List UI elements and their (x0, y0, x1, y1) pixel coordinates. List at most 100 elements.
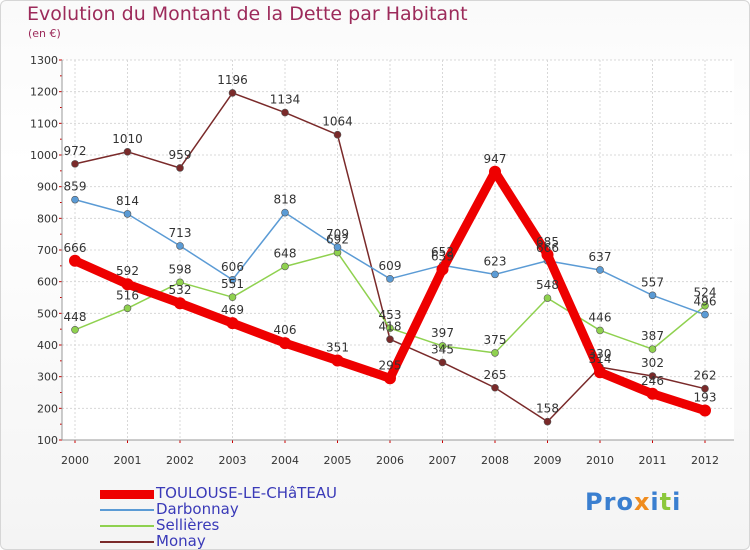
data-label: 709 (326, 227, 349, 241)
data-label: 295 (379, 358, 402, 372)
x-tick-label: 2000 (61, 454, 89, 467)
x-tick-label: 2012 (691, 454, 719, 467)
data-point (543, 294, 552, 302)
y-tick-label: 100 (37, 434, 58, 447)
data-point (701, 384, 709, 393)
data-point (436, 263, 449, 276)
data-label: 713 (169, 226, 192, 240)
data-label: 446 (589, 310, 612, 324)
data-label: 814 (116, 194, 139, 208)
data-label: 1010 (112, 132, 143, 146)
x-tick-label: 2010 (586, 454, 614, 467)
data-point (438, 342, 447, 350)
data-point (384, 372, 396, 385)
y-tick-label: 300 (37, 371, 58, 384)
data-label: 598 (169, 262, 192, 276)
data-label: 959 (169, 148, 192, 162)
data-point (543, 417, 552, 426)
data-point (648, 291, 657, 300)
data-label: 548 (536, 278, 559, 292)
logo-letter: P (585, 488, 604, 516)
series-layer (69, 89, 711, 426)
data-label: 648 (274, 246, 297, 260)
x-tick-label: 2009 (534, 454, 562, 467)
data-label: 524 (694, 286, 717, 300)
x-tick-label: 2004 (271, 454, 299, 467)
data-point (701, 310, 709, 319)
data-label: 551 (221, 277, 244, 291)
data-point (333, 243, 342, 251)
data-label: 592 (116, 264, 139, 278)
logo-letter: i (672, 488, 682, 516)
data-point (174, 297, 186, 310)
data-label: 557 (641, 275, 664, 289)
y-tick-label: 1000 (30, 149, 58, 162)
data-point (281, 262, 289, 271)
x-tick-label: 2011 (639, 454, 667, 467)
data-label: 859 (64, 180, 87, 194)
data-label: 532 (169, 283, 192, 297)
data-point (596, 326, 604, 335)
proxiti-logo: Proxiti (585, 488, 681, 516)
data-point (386, 335, 394, 344)
legend-swatch (100, 509, 154, 511)
data-point (176, 242, 184, 250)
x-tick-label: 2007 (429, 454, 457, 467)
data-point (491, 349, 499, 357)
y-tick-label: 200 (37, 402, 58, 415)
data-label: 652 (431, 245, 454, 259)
logo-letter: r (603, 488, 617, 516)
y-tick-label: 600 (37, 276, 58, 289)
data-point (491, 383, 499, 392)
data-label: 666 (64, 241, 87, 255)
unit-label: (en €) (28, 27, 61, 40)
data-label: 692 (326, 233, 349, 247)
y-tick-label: 1300 (30, 54, 58, 67)
chart-title: Evolution du Montant de la Dette par Hab… (27, 3, 468, 25)
data-label: 1134 (270, 93, 301, 107)
y-tick-label: 500 (37, 307, 58, 320)
data-label: 345 (431, 342, 454, 356)
data-label: 947 (484, 152, 507, 166)
data-label: 397 (431, 326, 454, 340)
y-tick-label: 1200 (30, 86, 58, 99)
data-point (71, 160, 79, 168)
data-point (176, 164, 184, 172)
data-point (226, 317, 239, 330)
legend-swatch (100, 490, 154, 499)
data-point (648, 345, 657, 353)
data-label: 387 (641, 329, 664, 343)
data-label: 685 (536, 235, 559, 249)
data-point (279, 337, 291, 350)
data-label: 448 (64, 310, 87, 324)
data-label: 637 (589, 250, 612, 264)
data-label: 246 (641, 374, 664, 388)
axes: 100 200 300 400 500 600 700 800 900 1000 1100 1200 1… (30, 54, 734, 467)
data-point (176, 278, 184, 287)
x-tick-label: 2008 (481, 454, 509, 467)
data-label: 469 (221, 303, 244, 317)
data-label: 265 (484, 368, 507, 382)
data-label: 193 (694, 391, 717, 405)
data-label: 375 (484, 333, 507, 347)
x-tick-label: 2006 (376, 454, 404, 467)
data-point (594, 366, 606, 379)
data-point (71, 325, 79, 334)
data-point (491, 270, 499, 279)
logo-letter: x (633, 488, 651, 516)
grid (62, 59, 734, 441)
data-label: 972 (64, 144, 87, 158)
data-point (386, 324, 394, 333)
legend-label: Monay (156, 532, 206, 550)
data-point (438, 358, 447, 367)
data-label: 158 (536, 402, 559, 416)
data-point (228, 293, 237, 301)
legend-swatch (100, 541, 154, 543)
y-tick-label: 800 (37, 212, 58, 225)
data-label: 609 (379, 259, 402, 273)
data-point (228, 89, 237, 97)
data-point (228, 275, 237, 284)
y-tick-label: 700 (37, 244, 58, 257)
legend-label: TOULOUSE-LE-CHâTEAU (156, 484, 338, 502)
data-label: 606 (221, 260, 244, 274)
